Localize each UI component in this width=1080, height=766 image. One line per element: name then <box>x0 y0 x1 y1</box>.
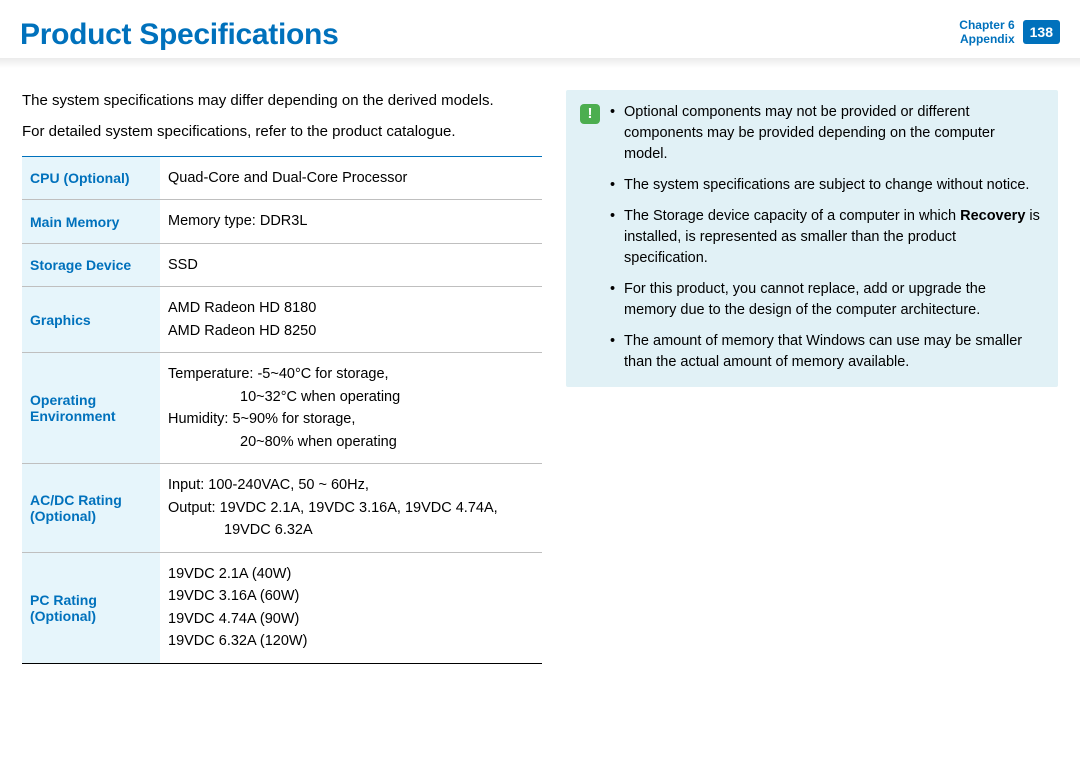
spec-value: 19VDC 2.1A (40W) 19VDC 3.16A (60W) 19VDC… <box>160 552 542 663</box>
chapter-line2: Appendix <box>959 32 1014 46</box>
spec-value-subline: 10~32°C when operating <box>168 386 534 408</box>
spec-label: CPU (Optional) <box>22 157 160 200</box>
spec-value: Temperature: -5~40°C for storage, 10~32°… <box>160 353 542 464</box>
spec-value-line: Humidity: 5~90% for storage, <box>168 411 355 427</box>
page-number-badge: 138 <box>1023 20 1060 44</box>
spec-table: CPU (Optional) Quad-Core and Dual-Core P… <box>22 156 542 664</box>
spec-label: PC Rating (Optional) <box>22 552 160 663</box>
chapter-text: Chapter 6 Appendix <box>959 18 1014 47</box>
table-row: Operating Environment Temperature: -5~40… <box>22 353 542 464</box>
list-item: The amount of memory that Windows can us… <box>610 331 1042 373</box>
spec-label: Storage Device <box>22 243 160 286</box>
note-text: For this product, you cannot replace, ad… <box>624 281 986 318</box>
list-item: The system specifications are subject to… <box>610 175 1042 196</box>
spec-value: AMD Radeon HD 8180 AMD Radeon HD 8250 <box>160 287 542 353</box>
right-column: ! Optional components may not be provide… <box>566 90 1058 664</box>
list-item: For this product, you cannot replace, ad… <box>610 279 1042 321</box>
note-text: The amount of memory that Windows can us… <box>624 333 1022 370</box>
spec-value-line: 19VDC 3.16A (60W) <box>168 588 299 604</box>
note-box: ! Optional components may not be provide… <box>566 90 1058 387</box>
list-item: Optional components may not be provided … <box>610 102 1042 165</box>
intro-paragraph-1: The system specifications may differ dep… <box>22 90 542 111</box>
note-text: Optional components may not be provided … <box>624 104 995 162</box>
spec-value-line: Input: 100-240VAC, 50 ~ 60Hz, <box>168 477 369 493</box>
intro-text: The system specifications may differ dep… <box>22 90 542 142</box>
spec-value: Input: 100-240VAC, 50 ~ 60Hz, Output: 19… <box>160 464 542 552</box>
table-row: CPU (Optional) Quad-Core and Dual-Core P… <box>22 157 542 200</box>
spec-value-line: AMD Radeon HD 8180 <box>168 300 316 316</box>
spec-label: Main Memory <box>22 200 160 243</box>
content-area: The system specifications may differ dep… <box>0 62 1080 664</box>
spec-value: Quad-Core and Dual-Core Processor <box>160 157 542 200</box>
spec-value: Memory type: DDR3L <box>160 200 542 243</box>
list-item: The Storage device capacity of a compute… <box>610 206 1042 269</box>
spec-label: Graphics <box>22 287 160 353</box>
note-text: The system specifications are subject to… <box>624 177 1029 193</box>
spec-value-line: Temperature: -5~40°C for storage, <box>168 366 389 382</box>
note-list: Optional components may not be provided … <box>610 102 1042 373</box>
spec-value-subline: 19VDC 6.32A <box>168 519 534 541</box>
note-text: The Storage device capacity of a compute… <box>624 208 960 224</box>
spec-value-line: AMD Radeon HD 8250 <box>168 323 316 339</box>
spec-label: Operating Environment <box>22 353 160 464</box>
left-column: The system specifications may differ dep… <box>22 90 542 664</box>
alert-icon: ! <box>580 104 600 124</box>
spec-value-subline: 20~80% when operating <box>168 431 534 453</box>
table-row: Storage Device SSD <box>22 243 542 286</box>
spec-value-line: Output: 19VDC 2.1A, 19VDC 3.16A, 19VDC 4… <box>168 500 498 516</box>
spec-value-line: 19VDC 6.32A (120W) <box>168 633 307 649</box>
chapter-line1: Chapter 6 <box>959 18 1014 32</box>
table-row: PC Rating (Optional) 19VDC 2.1A (40W) 19… <box>22 552 542 663</box>
table-row: Graphics AMD Radeon HD 8180 AMD Radeon H… <box>22 287 542 353</box>
spec-value-line: 19VDC 2.1A (40W) <box>168 566 291 582</box>
page-header: Product Specifications Chapter 6 Appendi… <box>0 0 1080 62</box>
intro-paragraph-2: For detailed system specifications, refe… <box>22 121 542 142</box>
note-bold: Recovery <box>960 208 1025 224</box>
spec-label: AC/DC Rating (Optional) <box>22 464 160 552</box>
table-row: Main Memory Memory type: DDR3L <box>22 200 542 243</box>
page-title: Product Specifications <box>20 18 338 52</box>
table-row: AC/DC Rating (Optional) Input: 100-240VA… <box>22 464 542 552</box>
spec-value-line: 19VDC 4.74A (90W) <box>168 611 299 627</box>
chapter-block: Chapter 6 Appendix 138 <box>959 18 1060 47</box>
spec-value: SSD <box>160 243 542 286</box>
